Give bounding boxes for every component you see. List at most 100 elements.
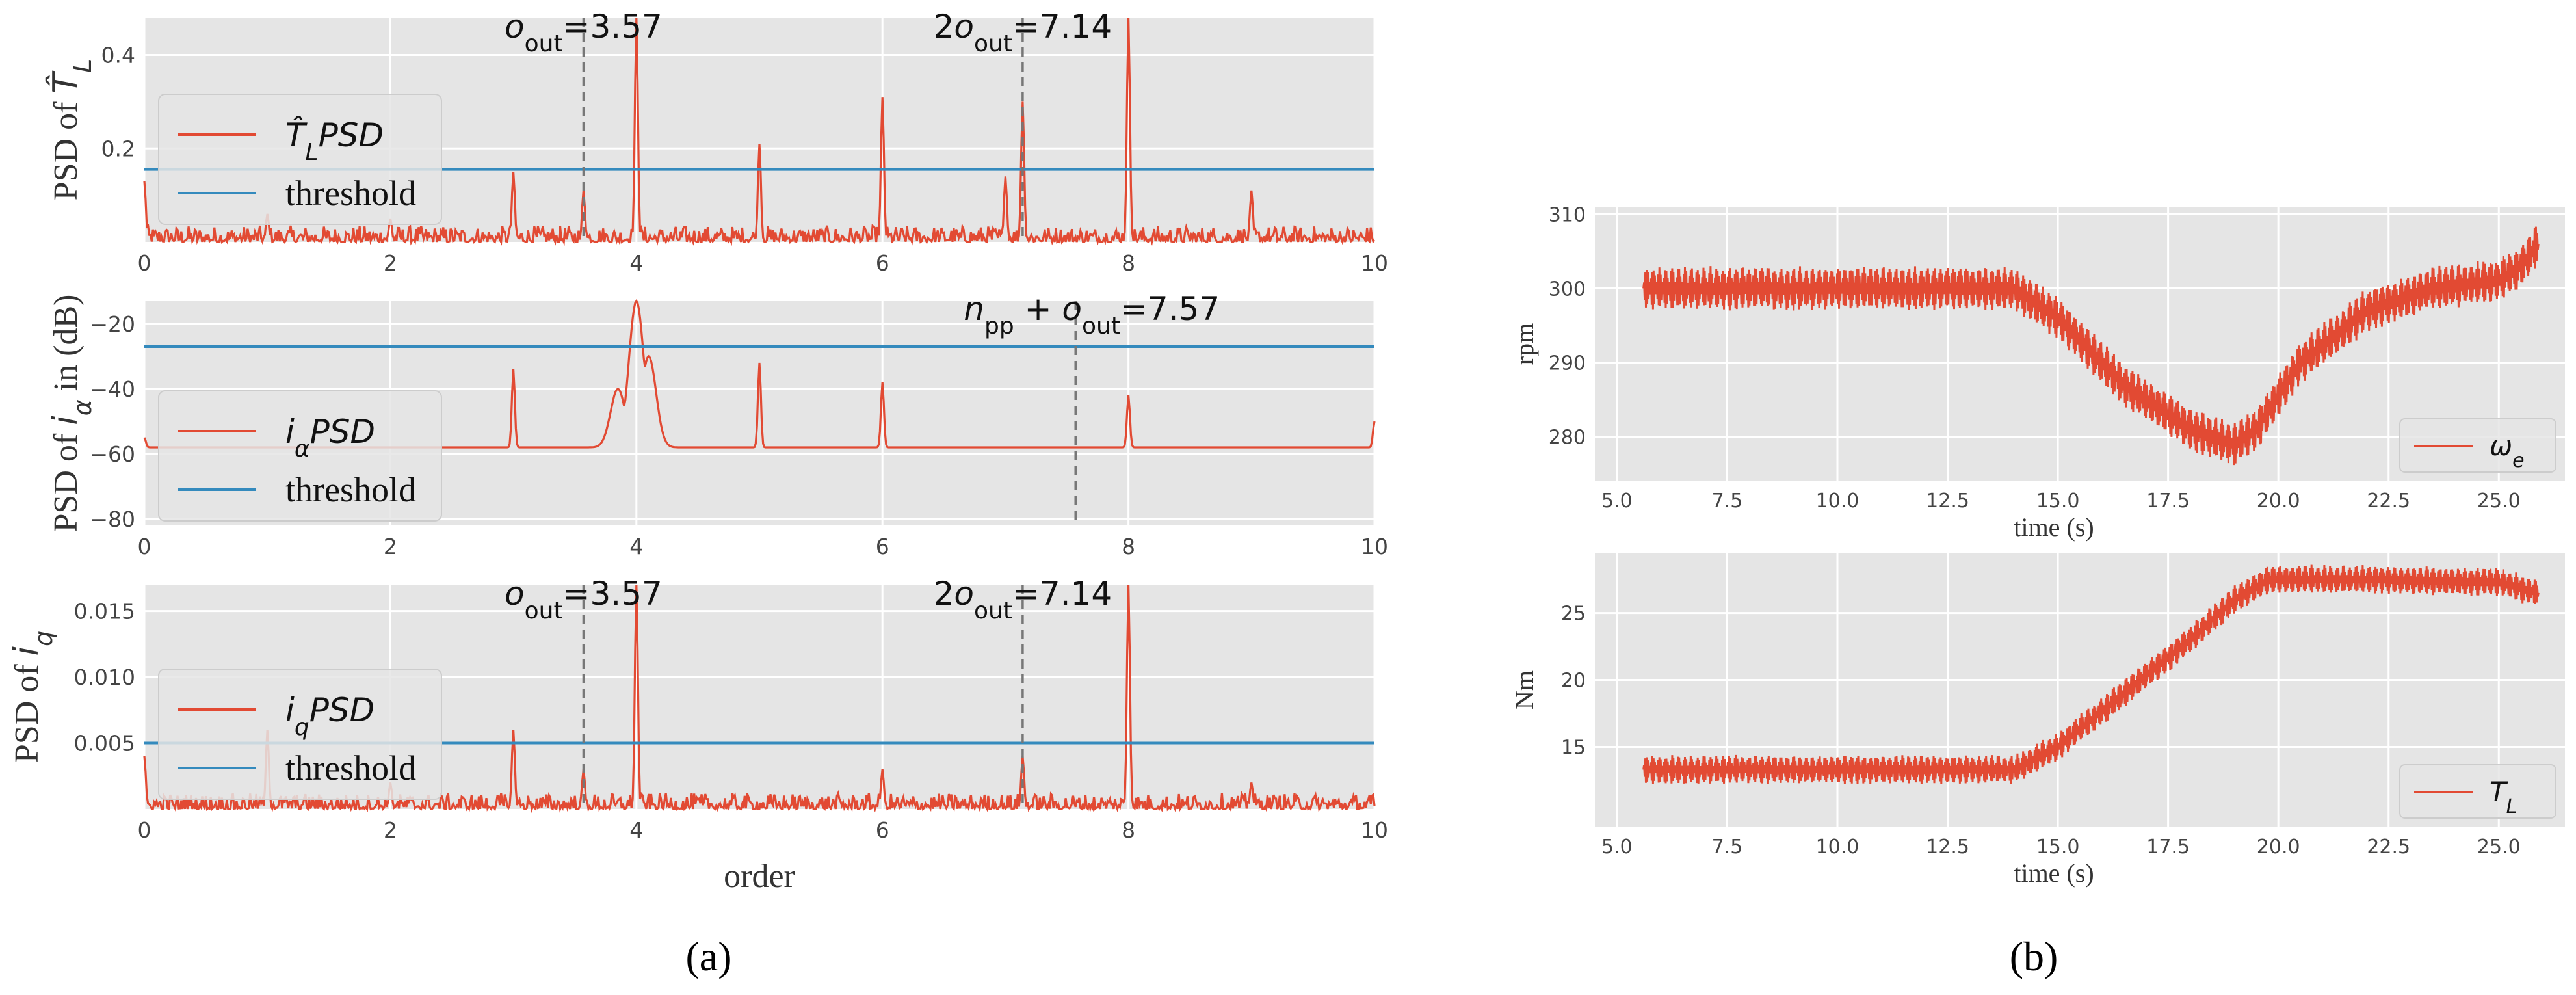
series-line	[1642, 564, 2540, 784]
marker-label-part: +	[1014, 290, 1062, 328]
legend-label-threshold: threshold	[285, 470, 416, 509]
x-tick-label: 10.0	[1816, 490, 1860, 512]
y-axis-label: PSD of iq	[7, 631, 58, 763]
marker-label-part: o	[1062, 290, 1082, 328]
legend-label-signal-part: PSD	[309, 691, 375, 729]
marker-label-part: 2	[934, 575, 954, 613]
y-axis-label: PSD of iα in (dB)	[46, 295, 97, 533]
x-tick-label: 10	[1361, 817, 1388, 843]
marker-label-part: =7.14	[1012, 575, 1112, 613]
legend-omega: ωe	[2399, 418, 2556, 473]
y-axis-label-part: PSD of	[47, 425, 85, 533]
x-tick-label: 17.5	[2146, 836, 2190, 858]
x-tick-label: 8	[1122, 534, 1135, 559]
legend-tl: TL	[2399, 764, 2556, 819]
legend: iαPSD threshold	[158, 390, 442, 522]
y-tick-label: 310	[1549, 204, 1586, 226]
legend-label-signal: iαPSD	[285, 413, 375, 462]
legend: T̂LPSD threshold	[158, 94, 442, 225]
legend-label-signal-part: q	[295, 714, 309, 741]
marker-label-part: out	[525, 31, 563, 57]
x-tick-label: 22.5	[2367, 836, 2410, 858]
marker-label-part: =7.57	[1120, 290, 1220, 328]
marker-label-part: o	[954, 575, 974, 613]
y-axis-label: rpm	[1510, 323, 1539, 365]
legend-label-signal-part: ω	[2490, 430, 2512, 462]
y-axis-label-part: q	[29, 631, 58, 646]
series-line-psd	[143, 584, 1376, 814]
marker-label-part: 2	[934, 8, 954, 46]
y-tick-label: 20	[1561, 670, 1586, 693]
y-tick-label: −20	[90, 312, 135, 337]
x-tick-label: 10.0	[1816, 836, 1860, 858]
y-axis-label-part: in (dB)	[47, 295, 85, 400]
marker-label-part: o	[954, 8, 974, 46]
chart-b2: 5.0 7.5 10.0 12.5 15.0 17.5 20.0 22.5 25.0 15 20 25…	[1510, 553, 2565, 888]
marker-label-part: =3.57	[563, 8, 663, 46]
x-tick-label: 6	[876, 817, 889, 843]
y-tick-label: 15	[1561, 736, 1586, 759]
y-tick-label: 290	[1549, 352, 1586, 375]
x-tick-label: 2	[384, 534, 397, 559]
legend-box	[2399, 418, 2556, 473]
marker-label: 2oout=7.14	[934, 8, 1112, 57]
x-tick-label: 8	[1122, 817, 1135, 843]
y-axis-label-part: T̂	[46, 70, 85, 94]
x-tick-label: 0	[138, 534, 151, 559]
legend-label-signal-part: e	[2512, 449, 2524, 472]
x-tick-label: 2	[384, 817, 397, 843]
x-tick-label: 4	[629, 250, 643, 276]
x-tick-label: 10	[1361, 534, 1388, 559]
x-axis-label: order	[724, 858, 795, 895]
chart-b1: 5.0 7.5 10.0 12.5 15.0 17.5 20.0 22.5 25.0 280 290…	[1510, 204, 2565, 542]
y-axis-label: Nm	[1510, 670, 1539, 710]
y-tick-label: 0.2	[101, 136, 135, 161]
x-tick-label: 2	[384, 250, 397, 276]
legend-label-signal-part: PSD	[319, 116, 384, 154]
marker-label-part: out	[974, 31, 1012, 57]
y-axis-label-part: PSD of	[8, 656, 46, 763]
marker-label-part: out	[974, 598, 1012, 624]
legend-label-signal-part: T̂	[285, 116, 308, 154]
legend-label-signal-part: PSD	[310, 413, 375, 451]
panel-label-b: (b)	[2010, 933, 2058, 979]
x-tick-label: 12.5	[1926, 836, 1969, 858]
y-tick-label: 0.015	[74, 599, 135, 624]
marker-label-part: out	[525, 598, 563, 624]
marker-label-part: o	[505, 575, 525, 613]
y-tick-label: −40	[90, 377, 135, 402]
legend-label-signal-part: α	[295, 436, 310, 462]
series-line	[1642, 226, 2540, 466]
y-axis-label: PSD of T̂L	[46, 59, 97, 201]
y-axis-label-part: i	[46, 416, 85, 425]
x-tick-label: 25.0	[2477, 836, 2521, 858]
x-tick-label: 0	[138, 250, 151, 276]
x-tick-label: 0	[138, 817, 151, 843]
marker-label-part: out	[1082, 313, 1120, 339]
y-tick-label: 0.005	[74, 731, 135, 756]
marker-label: npp + oout=7.57	[964, 290, 1220, 339]
x-tick-label: 6	[876, 250, 889, 276]
x-tick-label: 22.5	[2367, 490, 2410, 512]
x-tick-label: 17.5	[2146, 490, 2190, 512]
y-tick-label: 0.4	[101, 43, 135, 68]
x-tick-label: 4	[629, 534, 643, 559]
y-axis-label-part: α	[68, 399, 97, 416]
x-tick-label: 8	[1122, 250, 1135, 276]
x-tick-label: 20.0	[2257, 836, 2300, 858]
marker-label-part: o	[505, 8, 525, 46]
x-tick-label: 15.0	[2036, 836, 2080, 858]
y-tick-label: 0.010	[74, 665, 135, 690]
y-axis-label-part: PSD of	[47, 94, 85, 201]
x-axis-label: time (s)	[2014, 858, 2094, 888]
legend-label-signal: T̂LPSD	[285, 116, 384, 166]
marker-label-part: pp	[984, 313, 1014, 339]
series-line-psd	[143, 17, 1376, 246]
marker-label-part: =7.14	[1012, 8, 1112, 46]
y-tick-label: 280	[1549, 427, 1586, 449]
x-tick-label: 7.5	[1712, 490, 1743, 512]
